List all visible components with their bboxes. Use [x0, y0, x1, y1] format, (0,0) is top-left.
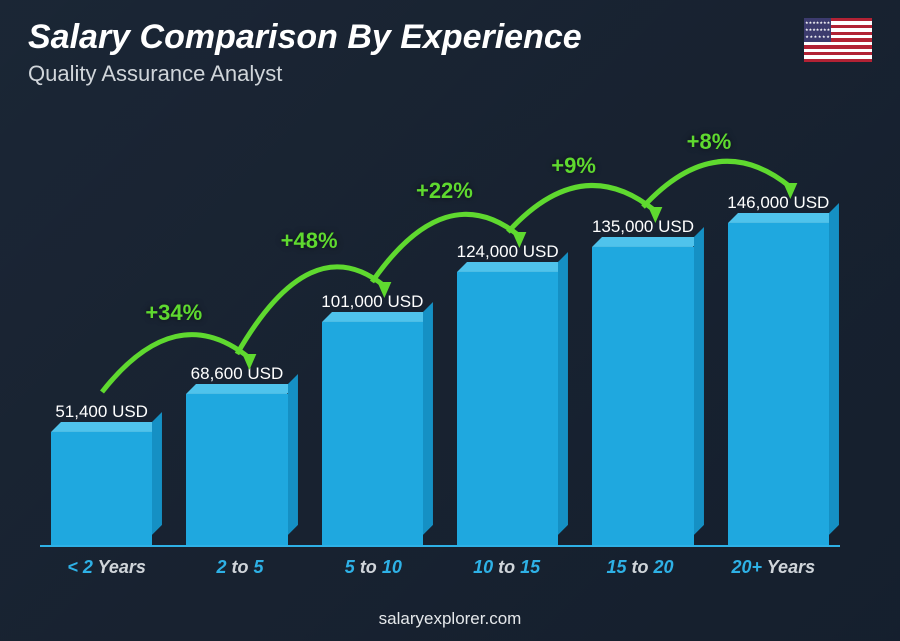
bar: [51, 432, 152, 545]
page-subtitle: Quality Assurance Analyst: [28, 61, 872, 87]
bar-slot: 51,400 USD: [40, 130, 163, 545]
x-axis-label: 15 to 20: [573, 547, 706, 583]
bar: [457, 272, 558, 545]
bar-slot: 135,000 USD: [581, 130, 704, 545]
bar-slot: 146,000 USD: [717, 130, 840, 545]
x-axis-label: 2 to 5: [173, 547, 306, 583]
x-axis: < 2 Years2 to 55 to 1010 to 1515 to 2020…: [40, 545, 840, 583]
increase-label: +8%: [687, 129, 732, 155]
bar-value-label: 135,000 USD: [592, 217, 694, 237]
x-axis-label: 20+ Years: [707, 547, 840, 583]
page-title: Salary Comparison By Experience: [28, 18, 872, 57]
bar-value-label: 51,400 USD: [55, 402, 148, 422]
bar: [186, 394, 287, 545]
bar-value-label: 124,000 USD: [457, 242, 559, 262]
bar: [322, 322, 423, 545]
increase-label: +22%: [416, 178, 473, 204]
bar-value-label: 146,000 USD: [727, 193, 829, 213]
bar-slot: 68,600 USD: [175, 130, 298, 545]
header: Salary Comparison By Experience Quality …: [28, 18, 872, 87]
bar-value-label: 68,600 USD: [191, 364, 284, 384]
chart: 51,400 USD 68,600 USD 101,000 USD 124,000 U…: [40, 130, 840, 583]
increase-label: +34%: [145, 300, 202, 326]
footer-attribution: salaryexplorer.com: [0, 609, 900, 629]
bar: [728, 223, 829, 545]
x-axis-label: 10 to 15: [440, 547, 573, 583]
usa-flag-icon: ★★★★★★★★★★★★★★★★★★★★: [804, 18, 872, 62]
x-axis-label: 5 to 10: [307, 547, 440, 583]
x-axis-label: < 2 Years: [40, 547, 173, 583]
increase-label: +48%: [281, 228, 338, 254]
increase-label: +9%: [551, 153, 596, 179]
bar-value-label: 101,000 USD: [321, 292, 423, 312]
bar: [592, 247, 693, 545]
